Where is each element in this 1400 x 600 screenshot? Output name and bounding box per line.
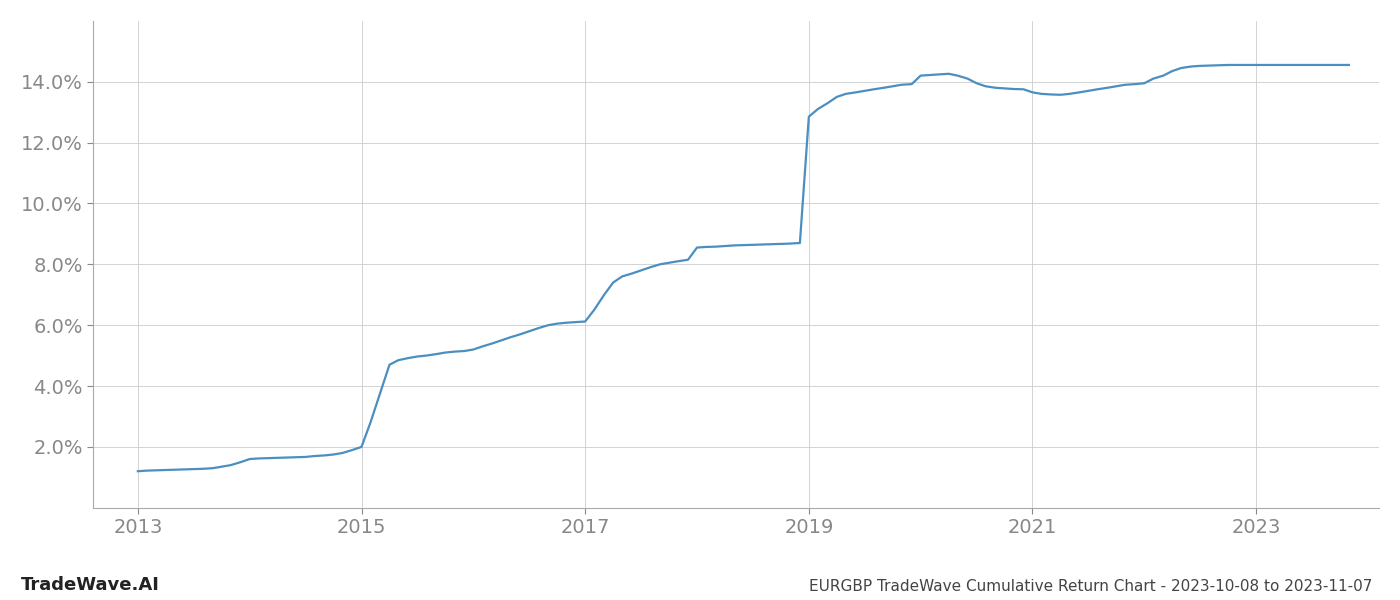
Text: TradeWave.AI: TradeWave.AI <box>21 576 160 594</box>
Text: EURGBP TradeWave Cumulative Return Chart - 2023-10-08 to 2023-11-07: EURGBP TradeWave Cumulative Return Chart… <box>809 579 1372 594</box>
